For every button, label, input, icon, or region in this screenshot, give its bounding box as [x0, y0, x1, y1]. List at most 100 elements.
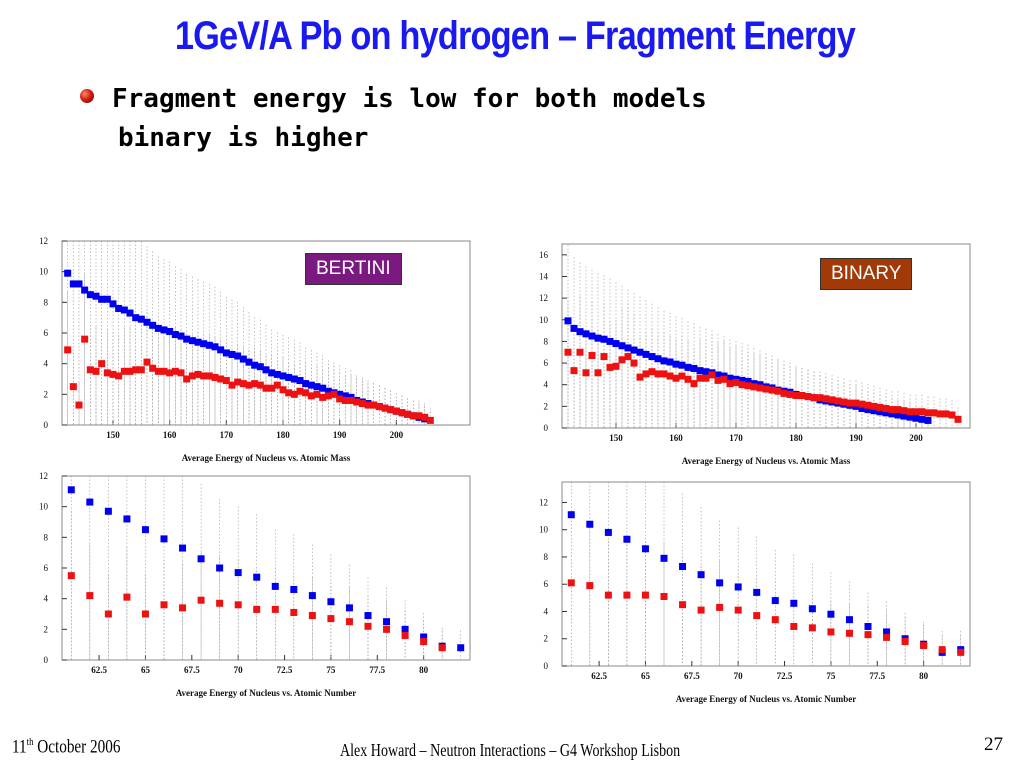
red-marker: [200, 372, 208, 380]
red-marker: [852, 399, 860, 407]
red-marker: [177, 369, 185, 377]
blue-marker: [69, 280, 77, 288]
page-number: 27: [984, 734, 1003, 755]
red-marker: [197, 596, 205, 604]
x-tick-label: 80: [919, 671, 929, 681]
blue-marker: [679, 563, 687, 571]
y-tick-label: 4: [544, 380, 549, 390]
chart-bertini-mass: 0 2 4 6 8 10 12 150 160 170 180 190 200 Average Energ…: [39, 236, 471, 463]
x-tick-label: 75: [326, 665, 336, 675]
x-axis-label: Average Energy of Nucleus vs. Atomic Num…: [176, 688, 357, 698]
blue-marker: [268, 369, 276, 377]
red-marker: [792, 392, 800, 400]
blue-marker: [141, 526, 149, 534]
red-marker: [586, 582, 594, 590]
blue-marker: [808, 605, 816, 613]
red-marker: [109, 370, 117, 378]
x-tick-label: 62.5: [91, 665, 107, 675]
red-marker: [126, 367, 134, 375]
x-tick-label: 67.5: [684, 671, 700, 681]
red-marker: [404, 410, 412, 418]
red-marker: [804, 393, 812, 401]
red-marker: [786, 390, 794, 398]
blue-marker: [205, 341, 213, 349]
red-marker: [420, 638, 428, 646]
blue-marker: [564, 317, 572, 325]
red-marker: [345, 618, 353, 626]
blue-marker: [307, 381, 315, 389]
blue-marker: [690, 364, 698, 372]
y-tick-label: 0: [544, 661, 549, 671]
red-marker: [816, 394, 824, 402]
y-tick-label: 8: [544, 336, 549, 346]
red-marker: [894, 406, 902, 414]
x-axis-label: Average Energy of Nucleus vs. Atomic Mas…: [182, 453, 351, 463]
red-marker: [708, 371, 716, 379]
blue-marker: [883, 628, 891, 636]
blue-marker: [160, 535, 168, 543]
red-marker: [98, 360, 106, 368]
binary-label: BINARY: [820, 258, 913, 290]
x-tick-label: 62.5: [591, 671, 607, 681]
red-marker: [183, 375, 191, 383]
blue-marker: [313, 383, 321, 391]
red-marker: [696, 374, 704, 382]
red-marker: [771, 616, 779, 624]
y-tick-label: 12: [39, 236, 48, 246]
blue-marker: [143, 318, 151, 326]
x-tick-label: 77.5: [869, 671, 885, 681]
red-marker: [762, 385, 770, 393]
blue-marker: [864, 406, 872, 414]
blue-marker: [900, 412, 908, 420]
y-tick-label: 6: [544, 579, 549, 589]
blue-marker: [308, 592, 316, 600]
blue-marker: [290, 585, 298, 593]
red-marker: [564, 348, 572, 356]
blue-marker: [81, 286, 89, 294]
red-marker: [808, 624, 816, 632]
blue-marker: [234, 569, 242, 577]
x-tick-label: 75: [826, 671, 836, 681]
bullet-text: Fragment energy is low for both models: [112, 84, 707, 114]
plot-frame: [61, 475, 471, 661]
blue-marker: [420, 633, 428, 641]
red-marker: [160, 367, 168, 375]
red-marker: [901, 637, 909, 645]
blue-marker: [876, 408, 884, 416]
blue-marker: [160, 326, 168, 334]
red-marker: [582, 369, 590, 377]
y-tick-label: 10: [39, 267, 49, 277]
blue-marker: [75, 280, 83, 288]
red-marker: [330, 390, 338, 398]
blue-marker: [567, 511, 575, 519]
blue-marker: [586, 520, 594, 528]
red-marker: [302, 389, 310, 397]
red-marker: [883, 633, 891, 641]
blue-marker: [115, 304, 123, 312]
red-marker: [401, 631, 409, 639]
red-marker: [570, 367, 578, 375]
blue-marker: [234, 352, 242, 360]
red-marker: [234, 378, 242, 386]
x-tick-label: 170: [220, 430, 234, 440]
red-marker: [409, 412, 417, 420]
blue-marker: [906, 413, 914, 421]
red-marker: [624, 353, 632, 361]
y-tick-label: 12: [539, 497, 548, 507]
red-marker: [938, 646, 946, 654]
red-marker: [279, 386, 287, 394]
red-marker: [336, 395, 344, 403]
red-marker: [234, 601, 242, 609]
red-marker: [222, 377, 230, 385]
red-marker: [606, 363, 614, 371]
red-marker: [834, 397, 842, 405]
blue-marker: [251, 361, 259, 369]
blue-marker: [319, 384, 327, 392]
chart-binary-mass: 0 2 4 6 8 10 12 14 16 150 160 170 180 190 200 Average E…: [539, 243, 971, 466]
blue-marker: [912, 414, 920, 422]
blue-marker: [697, 571, 705, 579]
x-tick-label: 190: [849, 433, 863, 443]
blue-marker: [588, 332, 596, 340]
y-tick-label: 2: [544, 401, 549, 411]
red-marker: [296, 387, 304, 395]
